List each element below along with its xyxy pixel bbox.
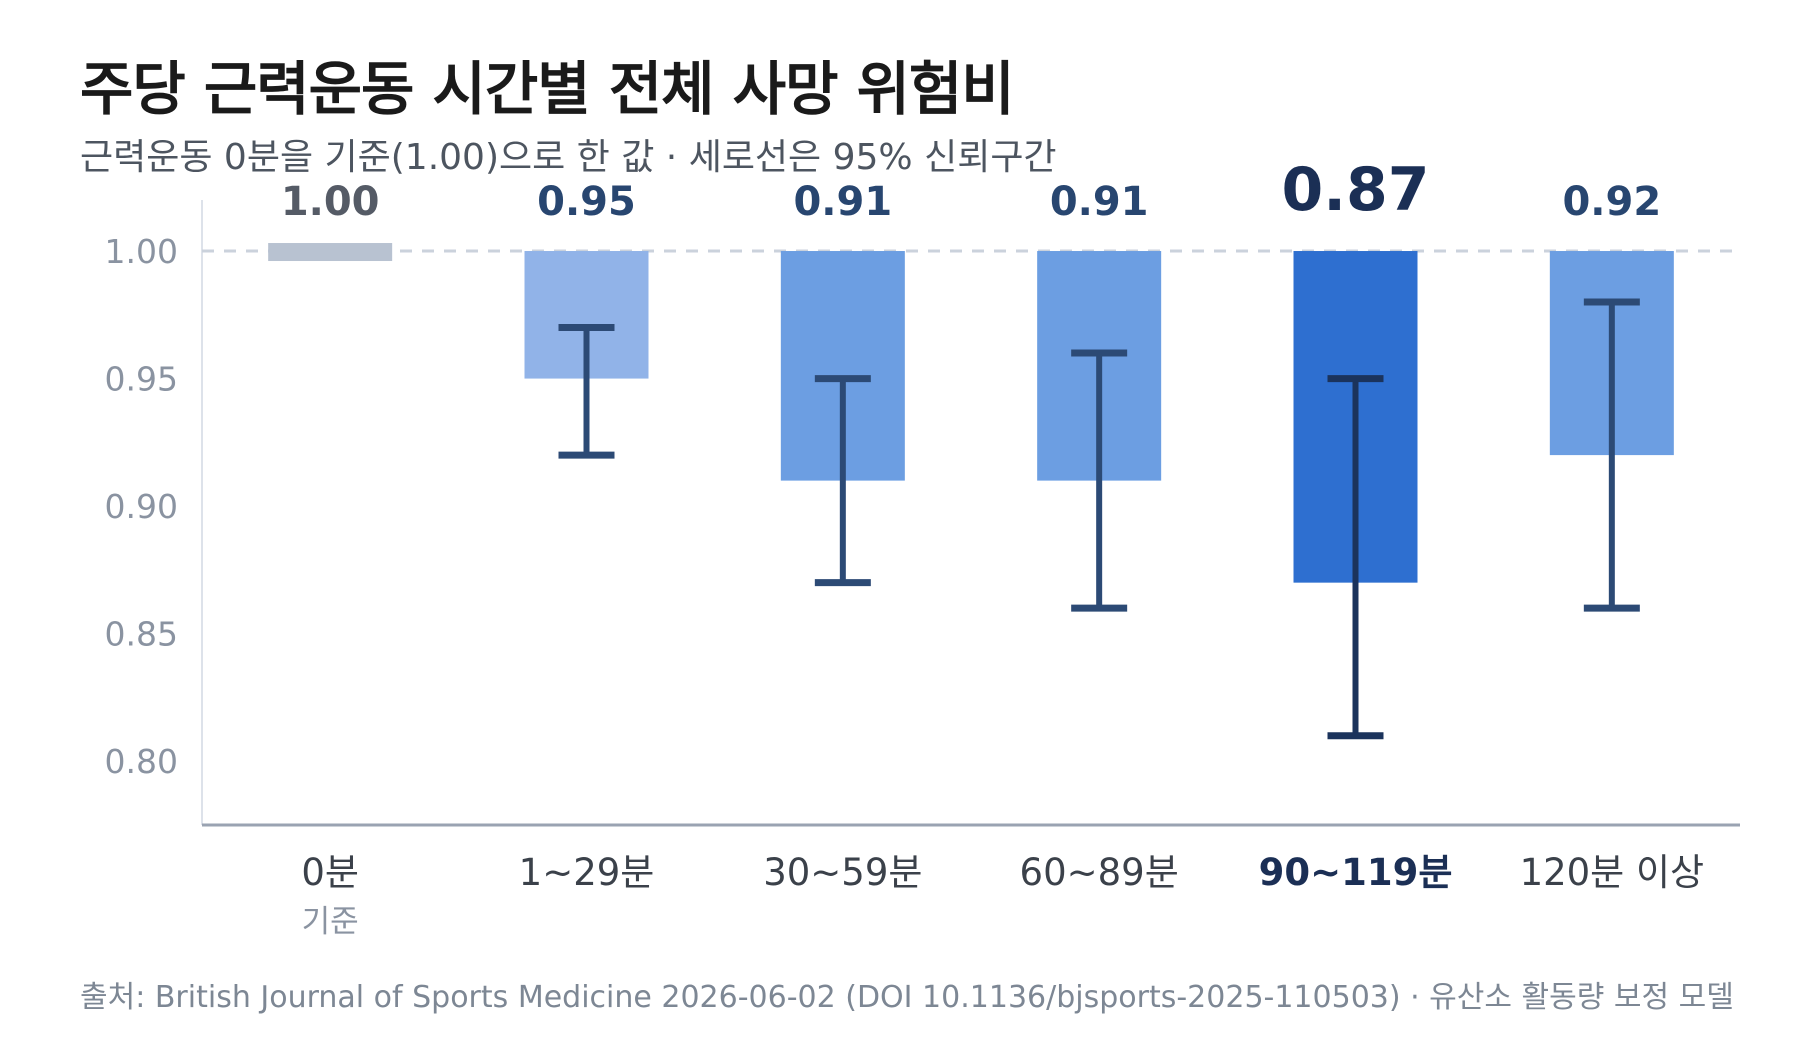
value-label: 1.00: [281, 179, 380, 225]
grid-layer: 1.00 0.95 0.90 0.85 0.80: [105, 200, 1740, 827]
category-label: 120분 이상: [1520, 851, 1705, 894]
category-sublabel: 기준: [302, 904, 359, 940]
ci-layer: [558, 298, 1640, 740]
y-tick-label: 0.85: [105, 615, 178, 654]
value-label: 0.91: [793, 179, 892, 225]
category-label: 60~89분: [1020, 851, 1179, 894]
y-tick-label: 0.80: [105, 742, 178, 781]
category-label: 90~119분: [1259, 851, 1453, 894]
value-label: 0.87: [1281, 155, 1429, 225]
source-note: 출처: British Journal of Sports Medicine 2…: [80, 980, 1734, 1015]
chart-subtitle: 근력운동 0분을 기준(1.00)으로 한 값 · 세로선은 95% 신뢰구간: [80, 137, 1057, 178]
category-label: 0분: [301, 851, 359, 894]
value-label: 0.91: [1050, 179, 1149, 225]
category-label: 30~59분: [763, 851, 922, 894]
y-tick-label: 1.00: [105, 232, 178, 271]
bar-reference: [268, 243, 393, 262]
bar-layer: [268, 243, 1674, 583]
y-tick-label: 0.95: [105, 360, 178, 399]
value-label: 0.92: [1562, 179, 1661, 225]
y-tick-label: 0.90: [105, 487, 178, 526]
category-label: 1~29분: [519, 851, 655, 894]
chart-title: 주당 근력운동 시간별 전체 사망 위험비: [80, 55, 1015, 123]
value-label: 0.95: [537, 179, 636, 225]
